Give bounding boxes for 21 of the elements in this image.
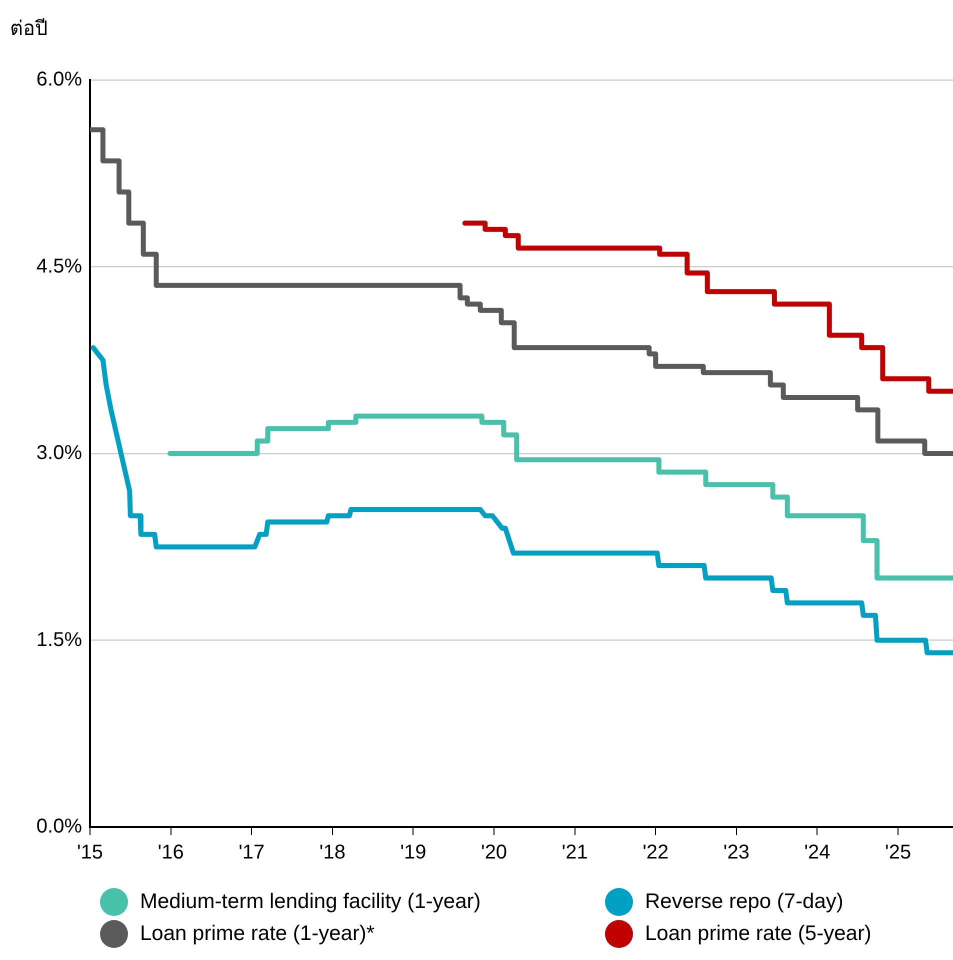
y-tick-label: 1.5% [36,628,82,651]
legend-label: Reverse repo (7-day) [645,890,844,914]
y-tick-label: 4.5% [36,255,82,278]
y-tick-label: 3.0% [36,442,82,464]
legend-label: Loan prime rate (1-year)* [140,922,375,946]
y-tick-label: 0.0% [36,816,82,838]
legend-label: Medium-term lending facility (1-year) [140,890,481,914]
x-tick-label: '18 [319,842,346,864]
x-tick-label: '15 [76,842,104,864]
x-tick-label: '21 [562,842,588,864]
y-axis-title: ต่อปี [10,15,48,42]
x-tick-label: '24 [804,842,830,864]
x-tick-label: '25 [885,842,912,864]
x-tick-label: '20 [480,842,508,864]
x-tick-label: '23 [723,842,750,864]
y-tick-label: 6.0% [36,68,82,91]
x-tick-label: '17 [238,842,265,864]
legend-label: Loan prime rate (5-year) [645,922,872,946]
x-tick-label: '19 [400,842,426,864]
x-tick-label: '22 [642,842,669,864]
x-tick-label: '16 [158,842,184,864]
